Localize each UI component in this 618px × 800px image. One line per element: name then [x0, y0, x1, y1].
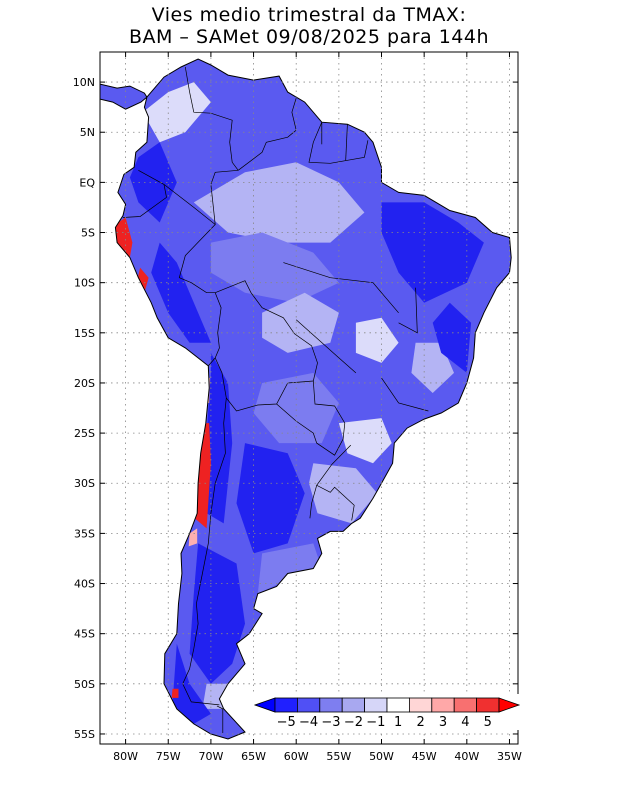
lon-tick-label: 35W [497, 750, 522, 763]
shade-bahia [432, 302, 472, 373]
longitude-axis: 80W 75W 70W 65W 60W 55W 50W 45W 40W 35W [113, 52, 522, 763]
country-border-14 [316, 444, 355, 521]
country-border-17 [398, 287, 418, 334]
colorbar-label: 3 [439, 715, 447, 730]
lat-tick-label: 10N [73, 76, 95, 89]
lat-tick-label: 5N [80, 126, 95, 139]
country-border-8 [178, 224, 216, 294]
country-border-12 [182, 397, 227, 706]
colorbar-bin [319, 697, 343, 713]
lat-lon-grid [100, 52, 518, 744]
colorbar-high-arrow [498, 697, 521, 713]
shade-northeast [381, 202, 484, 303]
colorbar-label: −2 [344, 715, 363, 730]
shade-buenos-aires [257, 543, 322, 594]
colorbar-bin [274, 697, 298, 713]
country-border-15 [309, 485, 318, 519]
lat-tick-label: 35S [74, 527, 95, 540]
map-frame [99, 51, 519, 745]
lat-tick-label: 45S [74, 628, 95, 641]
lon-tick-label: 50W [369, 750, 394, 763]
lat-tick-label: 50S [74, 678, 95, 691]
shade-goias [355, 317, 399, 363]
country-border-0 [184, 66, 239, 171]
colorbar-bin [364, 697, 388, 713]
country-border-2 [291, 97, 297, 131]
shade-red-peru-coast [115, 217, 133, 263]
country-border-7 [122, 184, 167, 218]
lon-tick-label: 80W [113, 750, 138, 763]
lon-tick-label: 65W [241, 750, 266, 763]
colorbar-label: 5 [484, 715, 492, 730]
lon-tick-label: 45W [412, 750, 437, 763]
country-border-16 [216, 705, 224, 733]
shade-bolivia [262, 292, 339, 353]
lon-tick-label: 70W [198, 750, 223, 763]
colorbar-label: −5 [277, 715, 296, 730]
figure-title-line2: BAM – SAMet 09/08/2025 para 144h [128, 26, 490, 48]
country-border-5 [345, 124, 348, 161]
continent-shading [100, 59, 512, 739]
shade-amazon-north [193, 162, 365, 243]
lon-tick-label: 60W [284, 750, 309, 763]
colorbar-bin [296, 697, 321, 713]
lat-tick-label: 25S [74, 427, 95, 440]
country-border-3 [308, 122, 369, 164]
shade-red-south [171, 688, 179, 698]
lon-tick-label: 55W [326, 750, 351, 763]
map-area [100, 52, 518, 744]
colorbar-label: 4 [461, 715, 469, 730]
shade-uruguay [309, 463, 378, 524]
lat-tick-label: 10S [74, 277, 95, 290]
shade-colombia [142, 82, 211, 143]
country-border-13 [276, 380, 346, 456]
country-border-11 [214, 357, 314, 412]
coastline [100, 58, 512, 740]
colorbar-bin [453, 697, 478, 713]
shade-andes-peru [151, 242, 211, 343]
shade-south-patagonia [202, 683, 228, 709]
colorbar: −5 −4 −3 −2 −1 1 2 3 4 5 [249, 694, 525, 730]
lon-tick-label: 40W [454, 750, 479, 763]
colorbar-bin [408, 697, 433, 713]
lat-tick-label: 55S [74, 728, 95, 741]
lon-tick-label: 75W [156, 750, 181, 763]
country-border-20 [381, 377, 429, 412]
lat-tick-label: EQ [79, 176, 95, 189]
colorbar-label: −3 [321, 715, 340, 730]
colorbar-label: 2 [416, 715, 424, 730]
colorbar-bin [341, 697, 366, 713]
lat-tick-label: 20S [74, 377, 95, 390]
latitude-axis: 10N 5N EQ 5S 10S 15S 20S 25S 30S 35S 40S 45S 50S 55S [73, 76, 518, 741]
country-border-19 [283, 262, 399, 314]
colorbar-bin [476, 697, 500, 713]
colorbar-label: −1 [366, 715, 385, 730]
shade-pink-maule [188, 528, 198, 547]
shade-minas [411, 342, 454, 393]
colorbar-bin [386, 697, 410, 713]
shade-patagonia [189, 543, 245, 684]
lat-tick-label: 15S [74, 327, 95, 340]
figure-title-line1: Vies medio trimestral da TMAX: [151, 4, 467, 26]
colorbar-label: −4 [299, 715, 318, 730]
shade-amazon-south [210, 232, 339, 303]
country-border-9 [208, 292, 222, 367]
shade-fjords [172, 643, 211, 724]
lat-tick-label: 40S [74, 578, 95, 591]
colorbar-bin [431, 697, 455, 713]
colorbar-label: 1 [394, 715, 402, 730]
country-border-1 [237, 129, 297, 171]
country-border-10 [215, 280, 318, 382]
shade-parana [338, 418, 392, 464]
shade-andes-north [129, 142, 177, 223]
shade-chaco [253, 372, 339, 444]
lat-tick-label: 30S [74, 477, 95, 490]
lat-tick-label: 5S [81, 227, 95, 240]
